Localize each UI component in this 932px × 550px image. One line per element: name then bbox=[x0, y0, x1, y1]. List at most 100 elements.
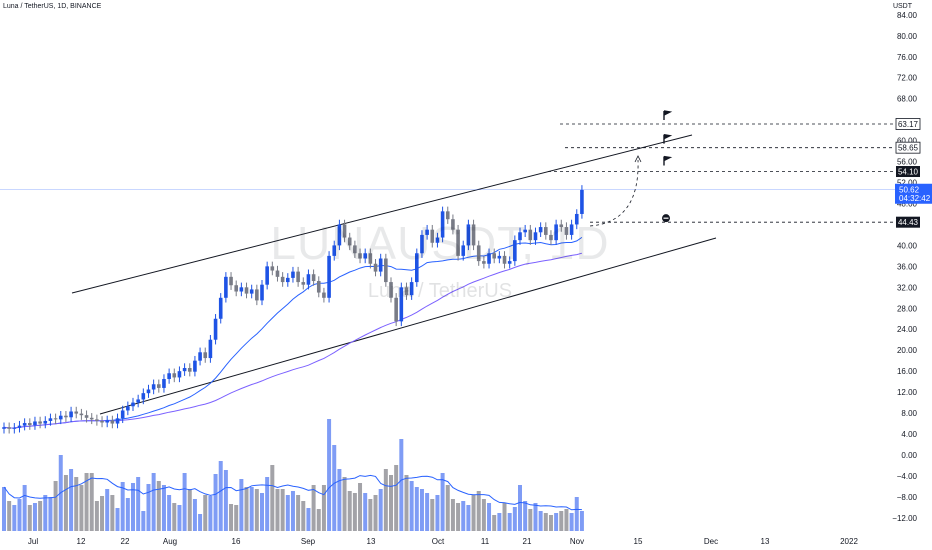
volume-bar bbox=[239, 479, 244, 531]
candle-body bbox=[110, 420, 115, 424]
candle-body bbox=[384, 258, 388, 283]
current-price-tag bbox=[895, 183, 932, 204]
candle-body bbox=[435, 237, 440, 243]
price-tag-label-target_1: 54.10 bbox=[898, 168, 919, 177]
candle-body bbox=[461, 245, 466, 256]
price-tick-label: 12.00 bbox=[897, 388, 918, 397]
candle-body bbox=[203, 352, 208, 359]
candle-body bbox=[198, 352, 202, 361]
candle-body bbox=[218, 297, 223, 319]
volume-bar bbox=[84, 473, 89, 531]
volume-bar bbox=[430, 499, 435, 531]
volume-bar bbox=[115, 508, 120, 531]
candle-body bbox=[53, 418, 58, 420]
candle-body bbox=[89, 417, 94, 420]
price-tick-label: 8.00 bbox=[901, 409, 917, 418]
volume-bar bbox=[543, 513, 548, 531]
volume-bar bbox=[120, 482, 125, 531]
volume-bar bbox=[425, 493, 430, 531]
volume-bar bbox=[275, 489, 280, 531]
volume-bar bbox=[352, 493, 357, 531]
candle-body bbox=[7, 427, 11, 429]
price-tag-target_2 bbox=[895, 141, 921, 154]
volume-bar bbox=[497, 513, 502, 531]
volume-bar bbox=[574, 497, 579, 531]
volume-bar bbox=[265, 477, 270, 531]
candle-body bbox=[513, 240, 517, 262]
candle-body bbox=[316, 281, 321, 293]
time-tick-label: Oct bbox=[432, 537, 445, 546]
candle-body bbox=[280, 276, 285, 283]
ma-fast-line bbox=[3, 236, 583, 429]
volume-bar bbox=[69, 469, 74, 531]
projection-arrowhead bbox=[634, 155, 642, 163]
volume-bar bbox=[203, 495, 208, 531]
volume-bar bbox=[100, 496, 105, 531]
time-tick-label: 12 bbox=[77, 537, 86, 546]
volume-bar bbox=[450, 499, 455, 531]
candle-body bbox=[182, 368, 187, 372]
candle-body bbox=[538, 227, 543, 233]
candle-body bbox=[172, 373, 177, 378]
volume-bar bbox=[487, 503, 492, 531]
candle-body bbox=[569, 224, 574, 235]
price-tick-label: 28.00 bbox=[897, 304, 918, 313]
volume-bar bbox=[110, 495, 115, 531]
candle-body bbox=[38, 421, 42, 424]
price-tag-label-target_2: 58.65 bbox=[898, 144, 919, 153]
price-tag-label-stop: 44.43 bbox=[898, 218, 919, 227]
volume-bar bbox=[63, 475, 68, 531]
candle-body bbox=[507, 261, 512, 264]
candle-body bbox=[332, 245, 337, 256]
volume-bar bbox=[337, 469, 342, 531]
candle-body bbox=[497, 255, 502, 259]
candle-body bbox=[2, 427, 6, 429]
volume-bar bbox=[32, 503, 37, 531]
volume-bar bbox=[151, 473, 156, 531]
candle-body bbox=[358, 253, 362, 259]
flag-icon bbox=[663, 133, 673, 144]
price-tick-label: 36.00 bbox=[897, 262, 918, 271]
candle-body bbox=[327, 255, 331, 298]
candle-body bbox=[559, 224, 564, 228]
volume-bar bbox=[363, 493, 368, 531]
price-tick-label: 56.00 bbox=[897, 158, 918, 167]
chart-title: Luna / TetherUS, 1D, BINANCE bbox=[3, 3, 102, 10]
candle-body bbox=[445, 211, 450, 220]
volume-bar bbox=[177, 505, 182, 531]
candle-body bbox=[79, 413, 84, 416]
ma-slow-line bbox=[3, 252, 583, 429]
price-tick-label: −8.00 bbox=[897, 493, 918, 502]
volume-bar bbox=[48, 497, 53, 531]
time-tick-label: 22 bbox=[121, 537, 130, 546]
volume-bar bbox=[569, 513, 574, 531]
volume-bar bbox=[378, 489, 383, 531]
time-tick-label: 2022 bbox=[840, 537, 858, 546]
volume-bar bbox=[89, 473, 94, 531]
candle-body bbox=[74, 411, 79, 414]
volume-bar bbox=[476, 491, 481, 531]
candle-body bbox=[146, 389, 151, 394]
candle-body bbox=[239, 287, 244, 292]
volume-bar bbox=[12, 505, 17, 531]
volume-bar bbox=[213, 474, 218, 531]
candle-body bbox=[363, 253, 367, 259]
volume-bar bbox=[94, 501, 99, 531]
candle-body bbox=[342, 224, 347, 238]
candle-body bbox=[487, 253, 491, 264]
volume-bar bbox=[399, 439, 404, 531]
candle-body bbox=[275, 270, 280, 277]
candle-body bbox=[420, 234, 424, 254]
volume-bar bbox=[394, 465, 399, 531]
volume-bar bbox=[409, 481, 414, 531]
candle-body bbox=[574, 213, 579, 225]
price-tick-label: −4.00 bbox=[897, 472, 918, 481]
candle-body bbox=[84, 415, 89, 418]
volume-ma-line bbox=[3, 474, 582, 511]
candle-body bbox=[12, 427, 17, 429]
volume-bar bbox=[141, 511, 146, 531]
projection-path bbox=[589, 159, 639, 227]
price-tick-label: 68.00 bbox=[897, 95, 918, 104]
